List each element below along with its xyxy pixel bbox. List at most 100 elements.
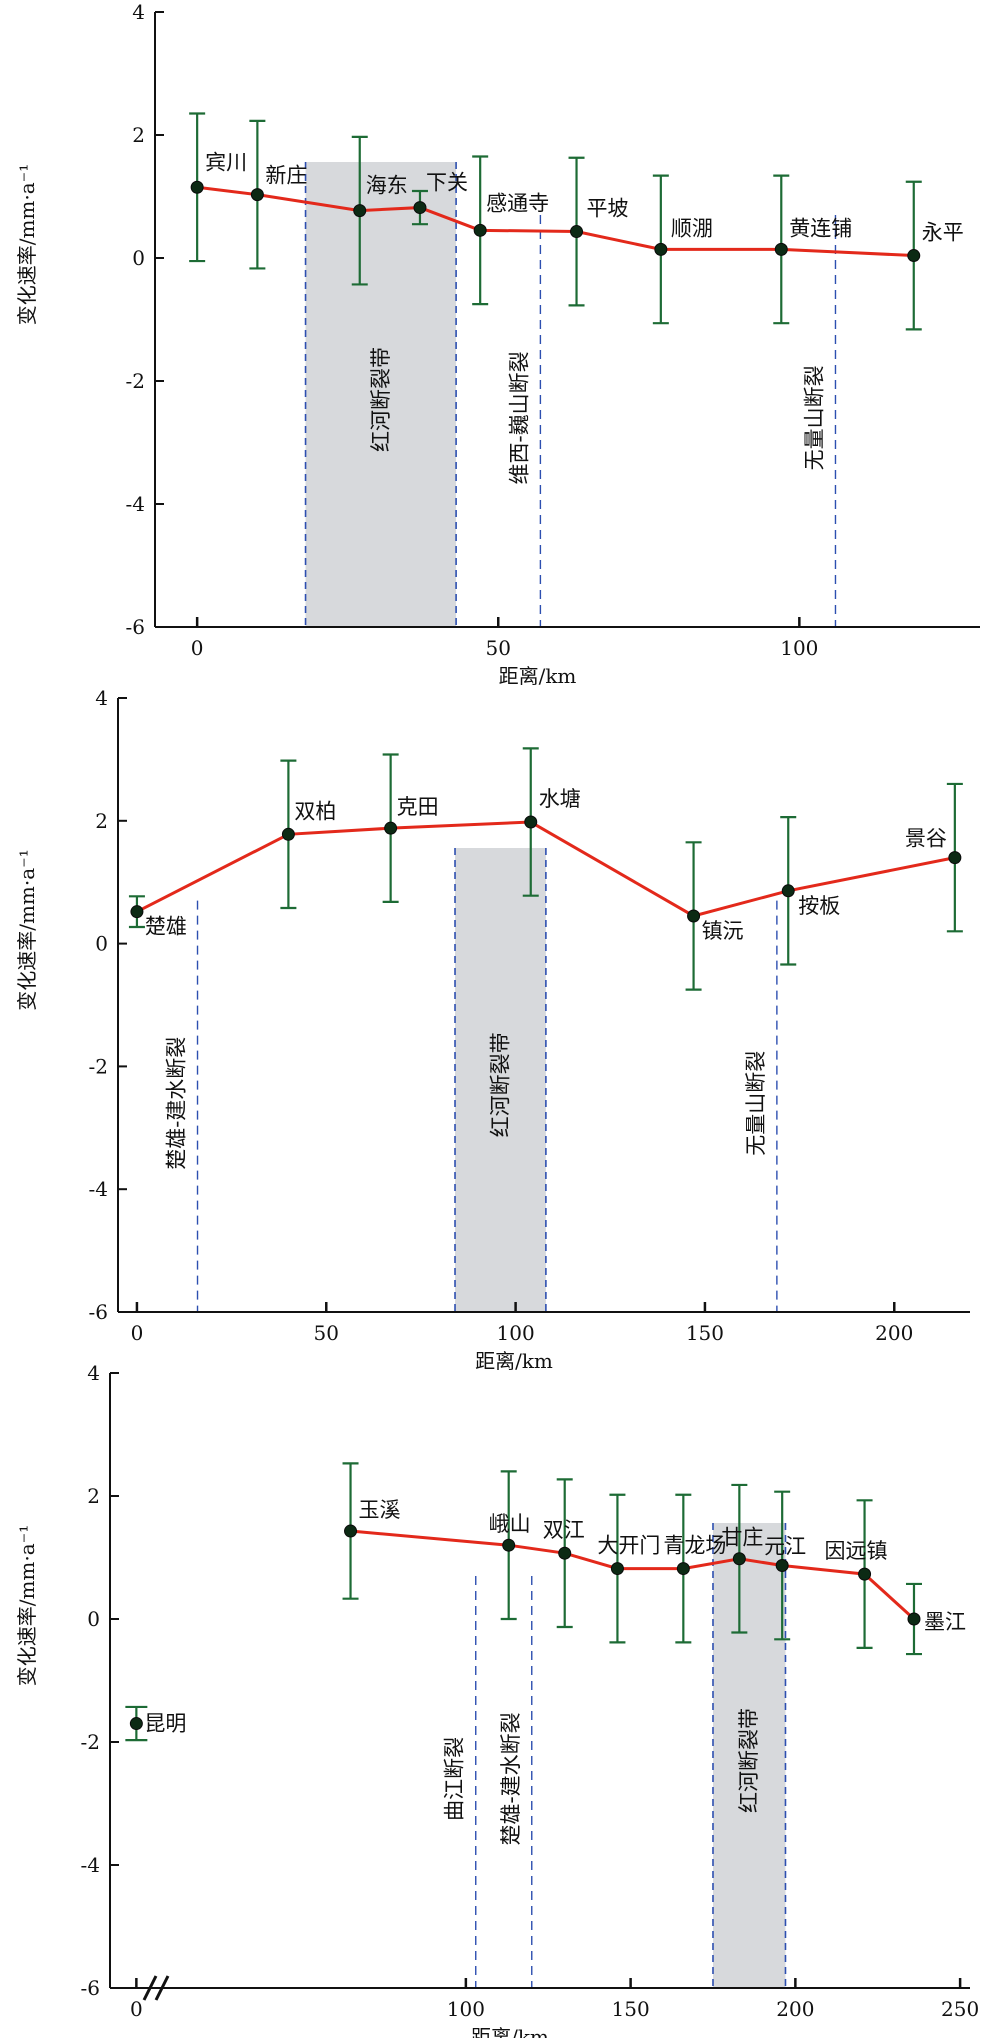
station-label: 按板 bbox=[798, 894, 840, 918]
fault-label: 无量山断裂 bbox=[802, 365, 826, 470]
axis-break-mark bbox=[154, 1975, 170, 2001]
station-label: 楚雄 bbox=[145, 915, 187, 939]
y-tick-label: 2 bbox=[132, 123, 145, 147]
band-label: 红河断裂带 bbox=[369, 347, 393, 452]
fault-label: 维西-巍山断裂 bbox=[507, 351, 531, 484]
chart-panel-2: 红河断裂带 楚雄-建水断裂 无量山断裂 -6 -4 -2 0 2 4 0 50 100 150 200 距离… bbox=[15, 686, 970, 1373]
fault-zone-band bbox=[712, 1523, 786, 1988]
x-tick-label: 150 bbox=[612, 1997, 650, 2021]
station-label: 双柏 bbox=[294, 799, 336, 823]
data-point bbox=[502, 1538, 516, 1552]
data-point bbox=[384, 821, 398, 835]
x-tick-label: 100 bbox=[497, 1321, 535, 1345]
x-tick-label: 0 bbox=[131, 1321, 144, 1345]
band-label: 红河断裂带 bbox=[488, 1032, 512, 1137]
x-axis-title: 距离/km bbox=[471, 2025, 549, 2038]
station-label: 景谷 bbox=[905, 827, 947, 851]
y-axis-title: 变化速率/mm·a⁻¹ bbox=[15, 849, 39, 1011]
station-label: 水塘 bbox=[539, 787, 581, 811]
data-point bbox=[353, 204, 367, 218]
station-label: 永平 bbox=[922, 221, 964, 245]
y-tick-label: 4 bbox=[95, 686, 108, 710]
y-tick-label: -4 bbox=[126, 492, 145, 516]
data-point bbox=[781, 884, 795, 898]
chart-panel-3: 红河断裂带 曲江断裂 楚雄-建水断裂 -6 -4 -2 0 2 4 0 100 150 200 250 距离… bbox=[15, 1361, 979, 2043]
y-tick-label: -6 bbox=[89, 1300, 108, 1324]
fault-zone-band bbox=[455, 848, 546, 1312]
data-point bbox=[948, 851, 962, 865]
data-point bbox=[774, 242, 788, 256]
fault-label: 无量山断裂 bbox=[744, 1051, 768, 1156]
x-tick-label: 0 bbox=[130, 1997, 143, 2021]
y-tick-label: 4 bbox=[132, 0, 145, 24]
x-axis-title: 距离/km bbox=[475, 1349, 553, 1373]
data-point bbox=[732, 1552, 746, 1566]
station-label: 墨江 bbox=[924, 1610, 966, 1634]
data-point bbox=[858, 1567, 872, 1581]
fault-zone-band bbox=[305, 162, 457, 627]
fault-label: 楚雄-建水断裂 bbox=[499, 1712, 523, 1845]
x-tick-label: 200 bbox=[776, 1997, 814, 2021]
station-label: 下关 bbox=[426, 171, 468, 195]
x-axis-title: 距离/km bbox=[499, 664, 577, 688]
x-tick-label: 100 bbox=[780, 636, 818, 660]
x-tick-label: 250 bbox=[941, 1997, 979, 2021]
x-tick-label: 50 bbox=[314, 1321, 339, 1345]
station-label: 元江 bbox=[764, 1534, 806, 1558]
band-label: 红河断裂带 bbox=[737, 1708, 761, 1813]
chart-panel-1: 红河断裂带 维西-巍山断裂 无量山断裂 -6 -4 -2 0 2 4 0 50 100 距离/km 变化速… bbox=[15, 0, 980, 688]
station-label: 青龙场 bbox=[663, 1534, 726, 1558]
axis-break-mark bbox=[142, 1975, 158, 2001]
data-point bbox=[907, 249, 921, 263]
y-tick-label: 0 bbox=[132, 246, 145, 270]
y-tick-label: 4 bbox=[87, 1361, 100, 1385]
y-axis-title: 变化速率/mm·a⁻¹ bbox=[15, 1525, 39, 1687]
station-label: 甘庄 bbox=[721, 1526, 763, 1550]
y-tick-label: 2 bbox=[95, 809, 108, 833]
data-point bbox=[907, 1612, 921, 1626]
y-tick-label: -2 bbox=[126, 369, 145, 393]
station-label: 克田 bbox=[397, 795, 439, 819]
data-point bbox=[558, 1546, 572, 1560]
data-point bbox=[413, 201, 427, 215]
y-tick-label: -6 bbox=[81, 1976, 100, 2000]
y-tick-label: -2 bbox=[81, 1730, 100, 1754]
data-point bbox=[473, 223, 487, 237]
data-point bbox=[610, 1562, 624, 1576]
station-label: 镇沅 bbox=[702, 919, 744, 943]
station-label: 顺淜 bbox=[671, 216, 713, 240]
data-point bbox=[130, 905, 144, 919]
y-tick-label: 0 bbox=[95, 932, 108, 956]
station-label: 黄连铺 bbox=[789, 216, 852, 240]
y-tick-label: 0 bbox=[87, 1607, 100, 1631]
station-label: 宾川 bbox=[205, 150, 247, 174]
station-label: 新庄 bbox=[265, 164, 307, 188]
y-axis-title: 变化速率/mm·a⁻¹ bbox=[15, 164, 39, 326]
y-tick-label: -4 bbox=[81, 1853, 100, 1877]
x-tick-label: 50 bbox=[486, 636, 511, 660]
x-tick-label: 150 bbox=[686, 1321, 724, 1345]
fault-label: 曲江断裂 bbox=[443, 1737, 467, 1821]
data-point bbox=[570, 225, 584, 239]
x-tick-label: 200 bbox=[875, 1321, 913, 1345]
data-point bbox=[775, 1558, 789, 1572]
station-label: 大开门 bbox=[597, 1534, 660, 1558]
station-label: 玉溪 bbox=[359, 1498, 401, 1522]
station-label: 平坡 bbox=[587, 197, 629, 221]
y-tick-label: -6 bbox=[126, 615, 145, 639]
data-point bbox=[676, 1562, 690, 1576]
station-label: 昆明 bbox=[144, 1712, 186, 1736]
data-point bbox=[129, 1717, 143, 1731]
data-point bbox=[687, 909, 701, 923]
data-point bbox=[524, 815, 538, 829]
fault-label: 楚雄-建水断裂 bbox=[165, 1037, 189, 1170]
x-tick-label: 0 bbox=[191, 636, 204, 660]
station-label: 双江 bbox=[543, 1518, 585, 1542]
station-label: 峨山 bbox=[489, 1512, 531, 1536]
data-point bbox=[190, 180, 204, 194]
y-tick-label: 2 bbox=[87, 1484, 100, 1508]
y-tick-label: -4 bbox=[89, 1177, 108, 1201]
y-tick-label: -2 bbox=[89, 1054, 108, 1078]
